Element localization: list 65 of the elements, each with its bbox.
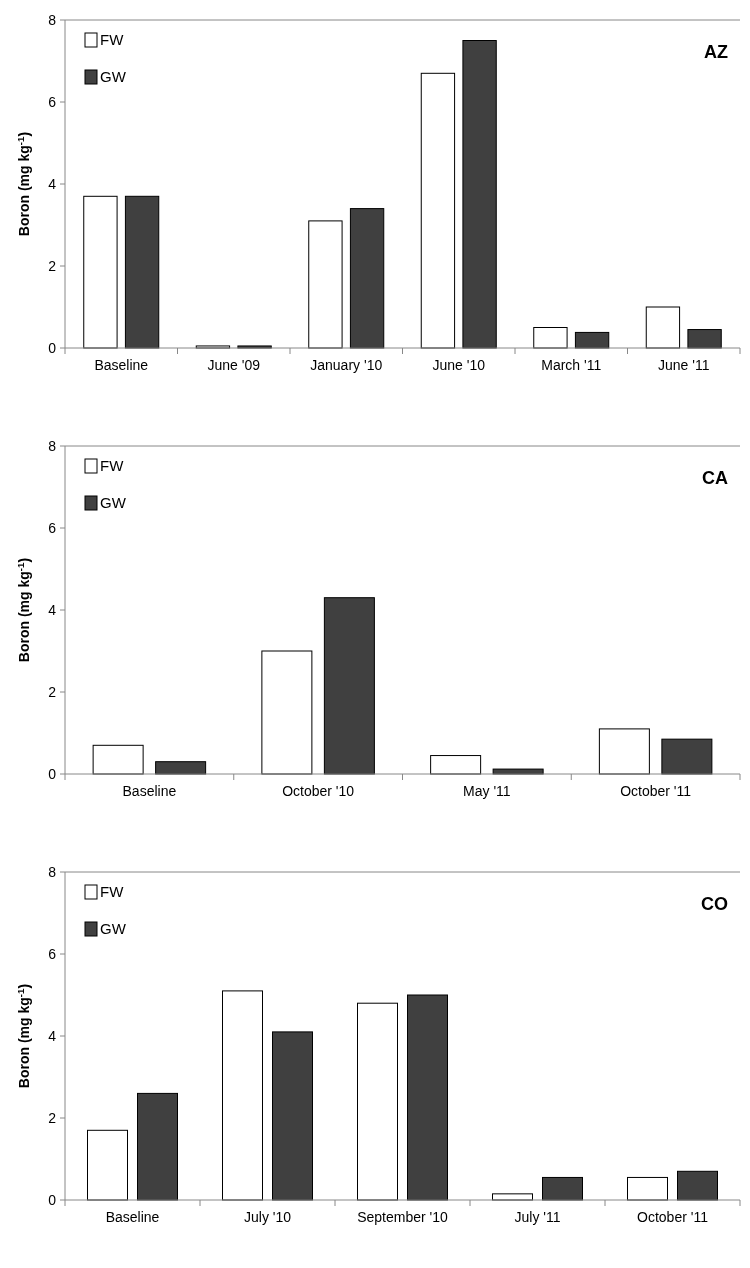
x-tick-label: March '11 [541, 357, 602, 373]
x-tick-label: Baseline [122, 783, 177, 799]
bar [627, 1176, 668, 1201]
bar [87, 1129, 128, 1201]
y-tick-label: 0 [48, 1191, 57, 1208]
y-tick-label: 6 [48, 93, 57, 110]
y-tick-label: 8 [48, 863, 57, 880]
bar [598, 728, 650, 775]
bar [407, 994, 448, 1201]
bar [533, 327, 568, 349]
bar [308, 220, 343, 349]
x-tick-label: October '11 [620, 783, 692, 799]
legend-label: GW [100, 494, 127, 512]
bar [645, 306, 681, 349]
bar [155, 761, 207, 775]
bar [420, 72, 456, 349]
bar [349, 208, 385, 349]
bar [357, 1002, 398, 1201]
x-tick-label: October '11 [637, 1209, 709, 1225]
bar [687, 329, 722, 349]
x-tick-label: June '10 [432, 357, 486, 373]
bar [92, 744, 144, 775]
bar [124, 195, 160, 349]
bar [677, 1170, 718, 1201]
y-tick-label: 8 [48, 437, 57, 454]
bar [542, 1176, 583, 1201]
legend-label: GW [100, 68, 127, 86]
x-tick-label: July '10 [243, 1209, 292, 1225]
x-tick-label: October '10 [282, 783, 355, 799]
x-tick-label: June '09 [207, 357, 261, 373]
x-tick-label: Baseline [94, 357, 149, 373]
y-tick-label: 8 [48, 11, 57, 28]
y-tick-label: 0 [48, 339, 57, 356]
y-tick-label: 4 [48, 175, 57, 192]
y-tick-label: 2 [48, 257, 57, 274]
bar [574, 331, 610, 349]
bar [222, 990, 263, 1201]
text: CO [701, 894, 728, 914]
y-tick-label: 4 [48, 1027, 57, 1044]
bar [430, 755, 482, 775]
bar [462, 40, 497, 349]
y-tick-label: 2 [48, 683, 57, 700]
x-tick-label: January '10 [310, 357, 383, 373]
x-tick-label: Baseline [105, 1209, 160, 1225]
legend-label: GW [100, 920, 127, 938]
y-tick-label: 4 [48, 601, 57, 618]
x-tick-label: June '11 [658, 357, 710, 373]
bar [83, 195, 118, 349]
bar [323, 597, 375, 775]
y-tick-label: 6 [48, 519, 57, 536]
x-tick-label: July '11 [514, 1209, 561, 1225]
text: AZ [704, 42, 728, 62]
bar [261, 650, 313, 775]
legend-label: FW [100, 31, 125, 49]
bar [137, 1092, 178, 1201]
y-tick-label: 6 [48, 945, 57, 962]
bar [661, 738, 713, 775]
y-tick-label: 0 [48, 765, 57, 782]
x-tick-label: September '10 [357, 1209, 449, 1225]
y-tick-label: 2 [48, 1109, 57, 1126]
legend-label: FW [100, 457, 125, 475]
text: CA [702, 468, 728, 488]
legend-label: FW [100, 883, 125, 901]
x-tick-label: May '11 [463, 783, 511, 799]
bar [272, 1031, 313, 1201]
